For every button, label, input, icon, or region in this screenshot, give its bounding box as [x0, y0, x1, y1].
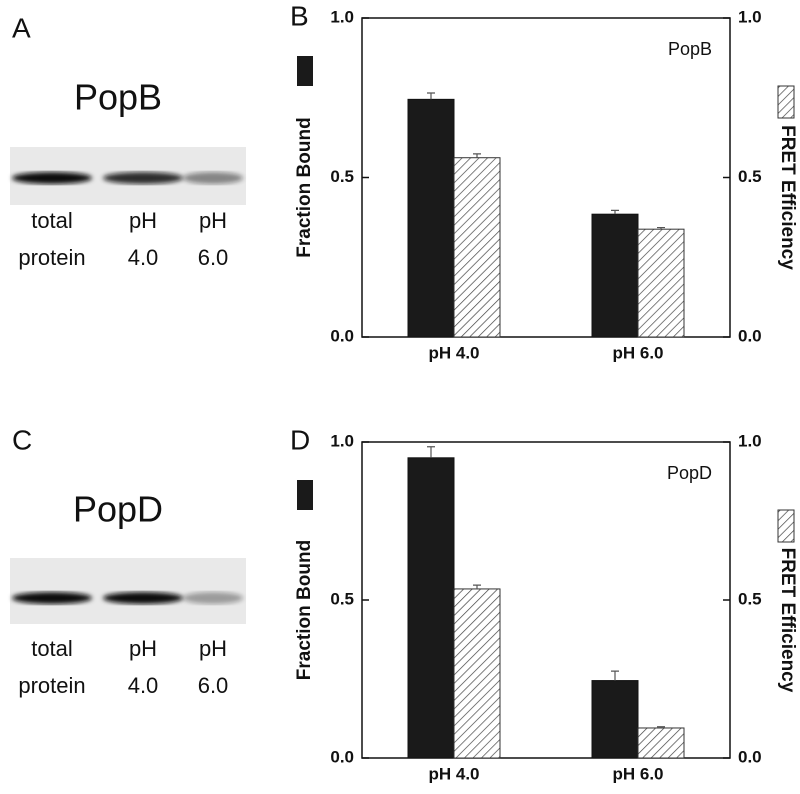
y2-tick-label: 1.0 — [738, 431, 762, 450]
y-tick-label: 1.0 — [330, 7, 354, 26]
legend-swatch — [297, 56, 313, 86]
error-bar — [473, 153, 481, 158]
legend-swatch — [777, 509, 795, 543]
bar — [637, 228, 685, 338]
x-tick-label: pH 6.0 — [612, 764, 663, 783]
gel-band — [12, 172, 92, 184]
legend-swatch — [777, 85, 795, 119]
y-tick-label: 0.0 — [330, 326, 354, 345]
bar — [453, 588, 501, 759]
gel-band — [183, 172, 243, 184]
y-axis-label: Fraction Bound — [294, 117, 315, 257]
panel-letter: B — [290, 0, 309, 31]
bar — [407, 98, 455, 338]
panel-letter: D — [290, 424, 310, 455]
y-tick-label: 0.5 — [330, 589, 354, 608]
error-bar — [427, 446, 435, 458]
y2-axis-label: FRET Efficiency — [777, 548, 798, 693]
error-bar — [611, 209, 619, 215]
lane-label: 4.0 — [128, 673, 159, 698]
lane-label: pH — [129, 636, 157, 661]
lane-label: pH — [199, 636, 227, 661]
annotation: PopB — [668, 39, 712, 59]
lane-label: protein — [18, 245, 85, 270]
bar — [591, 213, 639, 338]
panel-letter: C — [12, 424, 32, 455]
x-tick-label: pH 6.0 — [612, 343, 663, 362]
error-bar — [473, 584, 481, 589]
gel-band — [103, 172, 183, 184]
lane-label: total — [31, 208, 73, 233]
x-tick-label: pH 4.0 — [428, 343, 479, 362]
y2-tick-label: 1.0 — [738, 7, 762, 26]
gel-band — [12, 592, 92, 604]
gel-band — [103, 592, 183, 604]
y-tick-label: 0.0 — [330, 747, 354, 766]
bar — [453, 157, 501, 338]
x-tick-label: pH 4.0 — [428, 764, 479, 783]
error-bar — [611, 670, 619, 681]
annotation: PopD — [667, 463, 712, 483]
y2-tick-label: 0.5 — [738, 589, 762, 608]
panel-letter: A — [12, 12, 31, 43]
lane-label: pH — [129, 208, 157, 233]
legend-swatch — [297, 480, 313, 510]
error-bar — [657, 726, 665, 728]
error-bar — [427, 92, 435, 100]
gel-band — [183, 592, 243, 604]
error-bar — [657, 226, 665, 230]
bar — [591, 680, 639, 759]
y2-tick-label: 0.5 — [738, 167, 762, 186]
gel-image — [10, 558, 246, 624]
y2-tick-label: 0.0 — [738, 747, 762, 766]
y2-axis-label: FRET Efficiency — [777, 125, 798, 270]
lane-label: pH — [199, 208, 227, 233]
y-tick-label: 1.0 — [330, 431, 354, 450]
lane-label: 4.0 — [128, 245, 159, 270]
bar — [407, 457, 455, 759]
lane-label: 6.0 — [198, 673, 229, 698]
y-axis-label: Fraction Bound — [294, 540, 315, 680]
y-tick-label: 0.5 — [330, 167, 354, 186]
lane-label: total — [31, 636, 73, 661]
lane-label: protein — [18, 673, 85, 698]
lane-label: 6.0 — [198, 245, 229, 270]
gel-title: PopD — [73, 489, 163, 530]
y2-tick-label: 0.0 — [738, 326, 762, 345]
gel-title: PopB — [74, 77, 162, 118]
bar — [637, 727, 685, 759]
